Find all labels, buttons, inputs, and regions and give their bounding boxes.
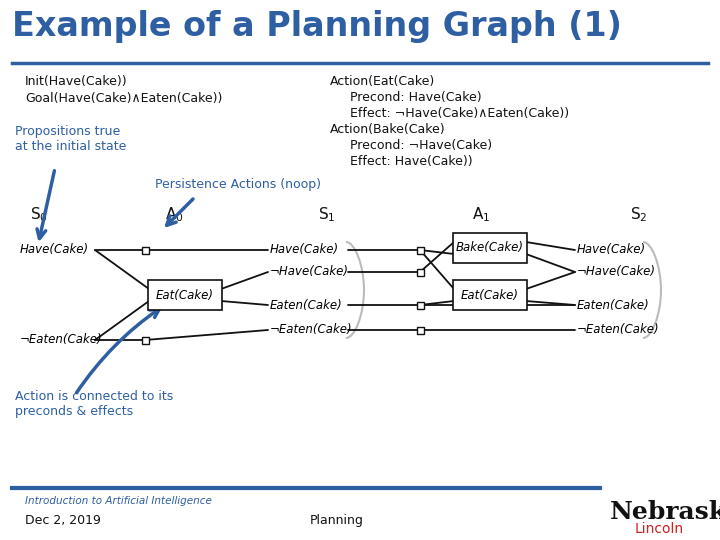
Bar	[416, 246, 423, 253]
Text: Effect: ¬Have(Cake)∧Eaten(Cake)): Effect: ¬Have(Cake)∧Eaten(Cake))	[350, 107, 569, 120]
Bar	[142, 246, 148, 253]
Text: Lincoln: Lincoln	[635, 522, 684, 536]
Text: Eaten(Cake): Eaten(Cake)	[577, 299, 649, 312]
Text: Dec 2, 2019: Dec 2, 2019	[25, 514, 101, 527]
Text: A$_0$: A$_0$	[165, 205, 184, 224]
Text: Goal(Have(Cake)∧Eaten(Cake)): Goal(Have(Cake)∧Eaten(Cake))	[25, 92, 222, 105]
FancyBboxPatch shape	[148, 280, 222, 310]
Text: Example of a Planning Graph (1): Example of a Planning Graph (1)	[12, 10, 622, 43]
Text: S$_2$: S$_2$	[630, 205, 647, 224]
Text: Introduction to Artificial Intelligence: Introduction to Artificial Intelligence	[25, 496, 212, 506]
Text: Persistence Actions (noop): Persistence Actions (noop)	[155, 178, 321, 191]
Text: Planning: Planning	[310, 514, 364, 527]
Text: Eat(Cake): Eat(Cake)	[156, 288, 214, 301]
Text: S$_0$: S$_0$	[30, 205, 48, 224]
Text: Propositions true
at the initial state: Propositions true at the initial state	[15, 125, 127, 153]
Text: Eat(Cake): Eat(Cake)	[461, 288, 519, 301]
Text: ¬Eaten(Cake): ¬Eaten(Cake)	[270, 323, 353, 336]
FancyBboxPatch shape	[453, 280, 527, 310]
Text: S$_1$: S$_1$	[318, 205, 336, 224]
Bar	[142, 336, 148, 343]
FancyBboxPatch shape	[453, 233, 527, 263]
Text: Action is connected to its
preconds & effects: Action is connected to its preconds & ef…	[15, 390, 174, 418]
Text: ¬Eaten(Cake): ¬Eaten(Cake)	[577, 323, 660, 336]
Text: Action(Eat(Cake): Action(Eat(Cake)	[330, 75, 436, 88]
Text: Have(Cake): Have(Cake)	[20, 244, 89, 256]
Bar	[416, 301, 423, 308]
Bar	[416, 327, 423, 334]
Bar	[416, 268, 423, 275]
Text: Nebraska: Nebraska	[610, 500, 720, 524]
Text: ¬Eaten(Cake): ¬Eaten(Cake)	[20, 334, 103, 347]
Text: Precond: Have(Cake): Precond: Have(Cake)	[350, 91, 482, 104]
Text: Bake(Cake): Bake(Cake)	[456, 241, 524, 254]
Text: Precond: ¬Have(Cake): Precond: ¬Have(Cake)	[350, 139, 492, 152]
Text: Effect: Have(Cake)): Effect: Have(Cake))	[350, 155, 472, 168]
Text: ¬Have(Cake): ¬Have(Cake)	[577, 266, 656, 279]
Text: Init(Have(Cake)): Init(Have(Cake))	[25, 75, 127, 88]
Text: Have(Cake): Have(Cake)	[270, 244, 339, 256]
Text: Eaten(Cake): Eaten(Cake)	[270, 299, 343, 312]
Text: Action(Bake(Cake): Action(Bake(Cake)	[330, 123, 446, 136]
Text: A$_1$: A$_1$	[472, 205, 490, 224]
Text: Have(Cake): Have(Cake)	[577, 244, 646, 256]
Text: ¬Have(Cake): ¬Have(Cake)	[270, 266, 349, 279]
